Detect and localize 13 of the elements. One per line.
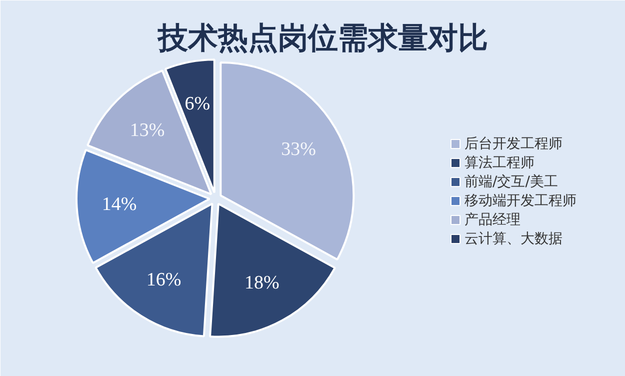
data-label: 33%	[281, 138, 316, 160]
data-label: 18%	[244, 272, 280, 294]
legend-label: 前端/交互/美工	[464, 174, 558, 190]
data-label: 13%	[130, 120, 165, 141]
data-label: 16%	[146, 269, 182, 290]
legend-label: 后台开发工程师	[464, 136, 562, 152]
data-label: 6%	[184, 93, 210, 114]
chart-title: 技术热点岗位需求量对比	[157, 22, 488, 55]
data-label: 14%	[102, 194, 137, 216]
legend-label: 算法工程师	[464, 155, 534, 171]
legend-label: 产品经理	[464, 212, 520, 228]
legend-label: 移动端开发工程师	[464, 193, 576, 209]
legend-label: 云计算、大数据	[464, 231, 562, 247]
